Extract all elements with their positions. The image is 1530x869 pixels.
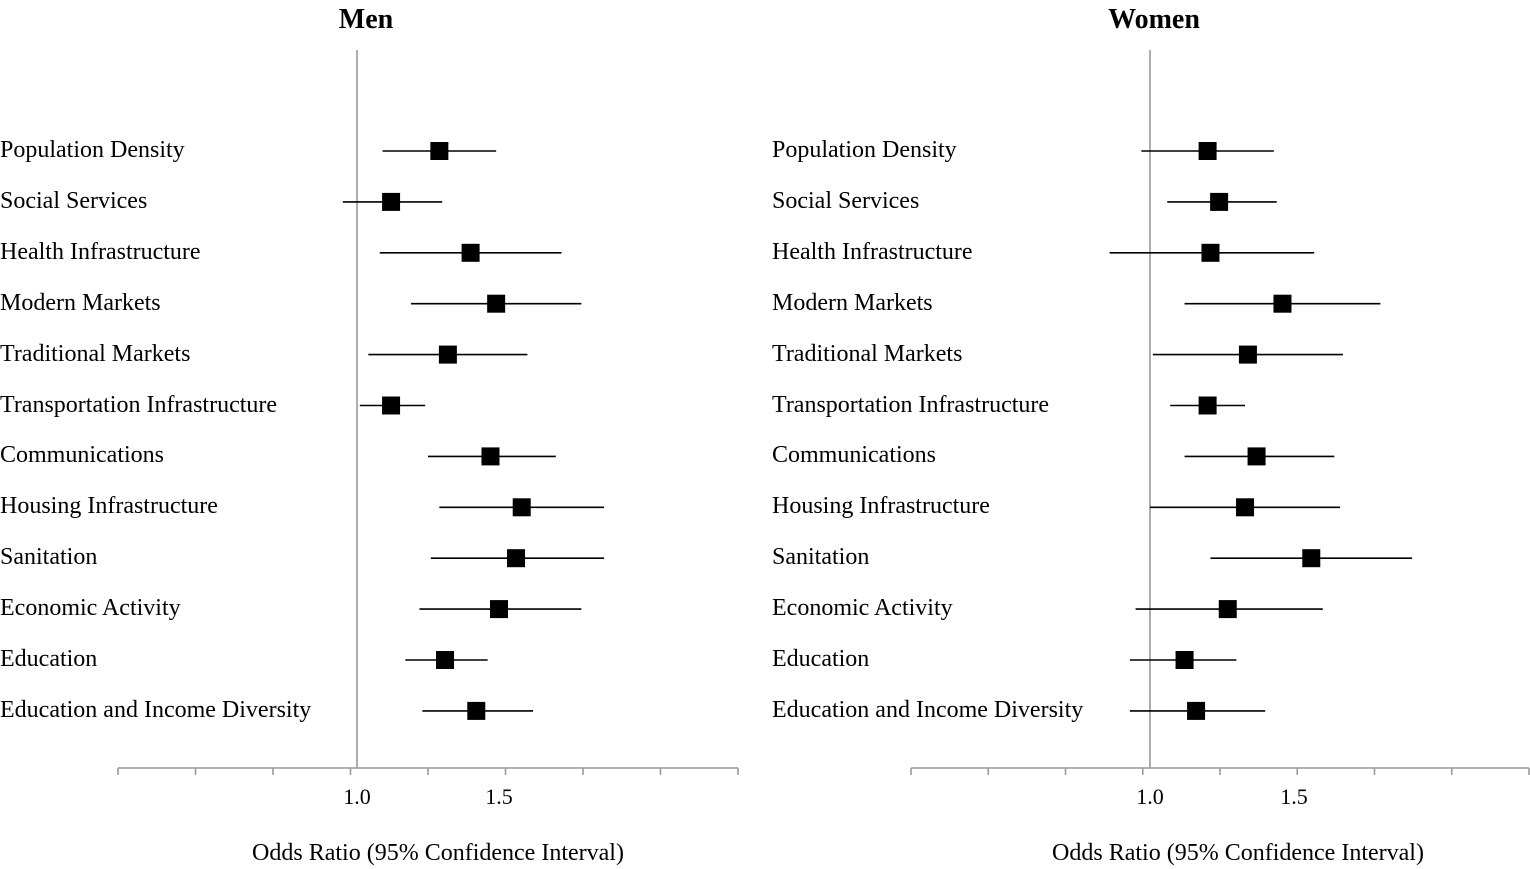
men-odds-ratio-marker xyxy=(507,549,526,568)
men-row-label: Communications xyxy=(0,442,164,469)
men-odds-ratio-marker xyxy=(490,600,508,619)
women-row-label: Traditional Markets xyxy=(772,340,963,367)
men-odds-ratio-marker xyxy=(467,701,486,720)
men-odds-ratio-marker xyxy=(436,651,455,669)
men-row-label: Housing Infrastructure xyxy=(0,493,218,520)
women-x-axis-title: Odds Ratio (95% Confidence Interval) xyxy=(1052,840,1424,866)
women-chart-title: Women xyxy=(1108,4,1200,35)
women-row-label: Education and Income Diversity xyxy=(772,696,1084,723)
men-odds-ratio-marker xyxy=(512,498,531,517)
men-odds-ratio-marker xyxy=(438,345,457,364)
men-tick-label: 1.5 xyxy=(485,784,513,809)
women-row-label: Communications xyxy=(772,442,936,469)
men-row-label: Education xyxy=(0,646,98,672)
women-row-label: Population Density xyxy=(772,137,957,163)
women-odds-ratio-marker xyxy=(1302,549,1321,568)
women-row-label: Economic Activity xyxy=(772,595,953,622)
women-row-label: Social Services xyxy=(772,187,920,214)
men-row-label: Traditional Markets xyxy=(0,340,191,367)
men-tick-label: 1.0 xyxy=(343,784,371,809)
men-x-axis-title: Odds Ratio (95% Confidence Interval) xyxy=(252,840,624,866)
women-odds-ratio-marker xyxy=(1218,600,1237,619)
women-odds-ratio-marker xyxy=(1247,447,1266,466)
women-odds-ratio-marker xyxy=(1198,396,1217,415)
women-odds-ratio-marker xyxy=(1238,345,1257,364)
men-row-label: Modern Markets xyxy=(0,289,161,316)
women-row-label: Sanitation xyxy=(772,544,870,571)
men-row-label: Sanitation xyxy=(0,544,98,571)
men-odds-ratio-marker xyxy=(382,396,401,415)
women-odds-ratio-marker xyxy=(1273,294,1292,313)
women-odds-ratio-marker xyxy=(1201,243,1220,262)
women-row-label: Housing Infrastructure xyxy=(772,493,990,520)
men-odds-ratio-marker xyxy=(461,243,480,262)
women-odds-ratio-marker xyxy=(1187,701,1206,720)
women-odds-ratio-marker xyxy=(1210,192,1229,211)
men-odds-ratio-marker xyxy=(487,294,506,313)
men-forest-plot xyxy=(117,50,739,775)
women-panel: Women 1.0 1.5 Odds Ratio (95% Confidence In… xyxy=(772,0,1530,869)
men-row-label: Education and Income Diversity xyxy=(0,696,312,723)
women-row-label: Education xyxy=(772,646,870,672)
women-row-label: Modern Markets xyxy=(772,289,933,316)
women-row-label: Health Infrastructure xyxy=(772,238,973,265)
men-row-label: Transportation Infrastructure xyxy=(0,391,278,418)
men-row-label: Health Infrastructure xyxy=(0,238,201,265)
women-odds-ratio-marker xyxy=(1175,651,1194,669)
women-odds-ratio-marker xyxy=(1236,498,1255,517)
women-forest-plot xyxy=(910,50,1530,775)
women-tick-label: 1.5 xyxy=(1280,784,1308,809)
women-row-label: Transportation Infrastructure xyxy=(772,391,1050,418)
men-panel: Men 1.0 1.5 Odds Ratio (95% Confidence Inte… xyxy=(0,0,760,869)
men-odds-ratio-marker xyxy=(481,447,500,466)
men-odds-ratio-marker xyxy=(382,192,401,211)
men-row-label: Population Density xyxy=(0,137,185,163)
women-odds-ratio-marker xyxy=(1198,142,1217,160)
men-chart-title: Men xyxy=(338,4,394,35)
men-odds-ratio-marker xyxy=(430,142,449,160)
men-row-label: Economic Activity xyxy=(0,595,181,622)
women-tick-label: 1.0 xyxy=(1136,784,1164,809)
men-row-label: Social Services xyxy=(0,187,148,214)
